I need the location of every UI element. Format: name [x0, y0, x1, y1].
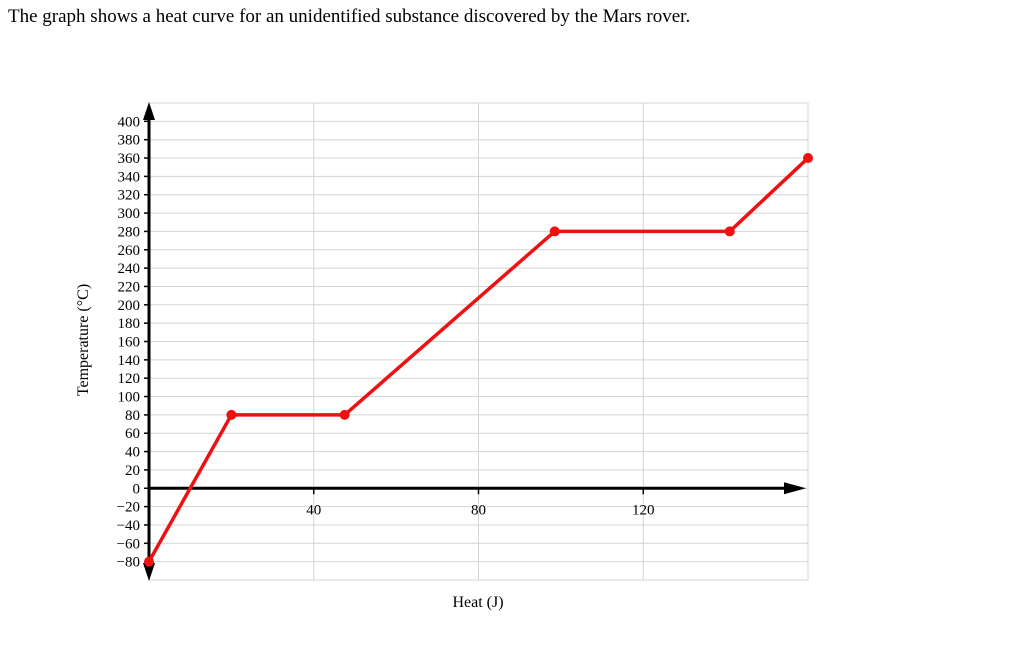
x-axis-ticks: 40 80 120	[306, 488, 655, 518]
y-tick-label: −80	[117, 555, 140, 571]
x-tick-label: 120	[632, 502, 655, 518]
y-axis-arrow-down	[143, 563, 155, 581]
y-tick-label: 320	[118, 188, 141, 204]
y-tick-label: 280	[118, 224, 141, 240]
y-axis-ticks: −80 −60 −40 −20 0 20 40 60 80 100 120 140 160 180 200 2…	[117, 114, 149, 571]
y-tick-label: 400	[118, 114, 141, 130]
y-tick-label: 40	[125, 445, 140, 461]
y-tick-label: 120	[118, 371, 141, 387]
y-axis-label: Temperature (°C)	[75, 284, 92, 396]
y-tick-label: 180	[118, 316, 141, 332]
y-tick-label: 200	[118, 298, 141, 314]
y-tick-label: 360	[118, 151, 141, 167]
y-tick-label: −40	[117, 518, 140, 534]
y-axis-arrow-up	[143, 102, 155, 120]
x-axis-label: Heat (J)	[452, 594, 503, 611]
x-tick-label: 40	[306, 502, 321, 518]
data-point	[339, 409, 350, 420]
y-tick-label: 0	[133, 481, 141, 497]
heat-curve-line	[147, 156, 810, 564]
y-tick-label: 140	[118, 353, 141, 369]
data-point	[144, 556, 154, 567]
data-point	[226, 409, 237, 420]
y-tick-label: 380	[118, 133, 141, 149]
y-tick-label: 240	[118, 261, 141, 277]
data-point	[803, 153, 813, 164]
x-tick-label: 80	[471, 502, 486, 518]
data-point	[549, 226, 560, 237]
x-axis-arrow	[784, 482, 806, 495]
y-tick-label: −20	[117, 500, 140, 516]
data-point	[724, 226, 735, 237]
y-tick-label: 20	[125, 463, 140, 479]
y-tick-label: 80	[125, 408, 140, 424]
question-text: The graph shows a heat curve for an unid…	[8, 6, 691, 27]
series-group	[144, 153, 813, 567]
y-tick-label: −60	[117, 536, 140, 552]
y-tick-label: 60	[125, 426, 140, 442]
y-tick-label: 160	[118, 335, 141, 351]
y-tick-label: 220	[118, 279, 141, 295]
y-tick-label: 300	[118, 206, 141, 222]
y-tick-label: 260	[118, 243, 141, 259]
y-tick-label: 100	[118, 390, 141, 406]
y-tick-label: 340	[118, 169, 141, 185]
